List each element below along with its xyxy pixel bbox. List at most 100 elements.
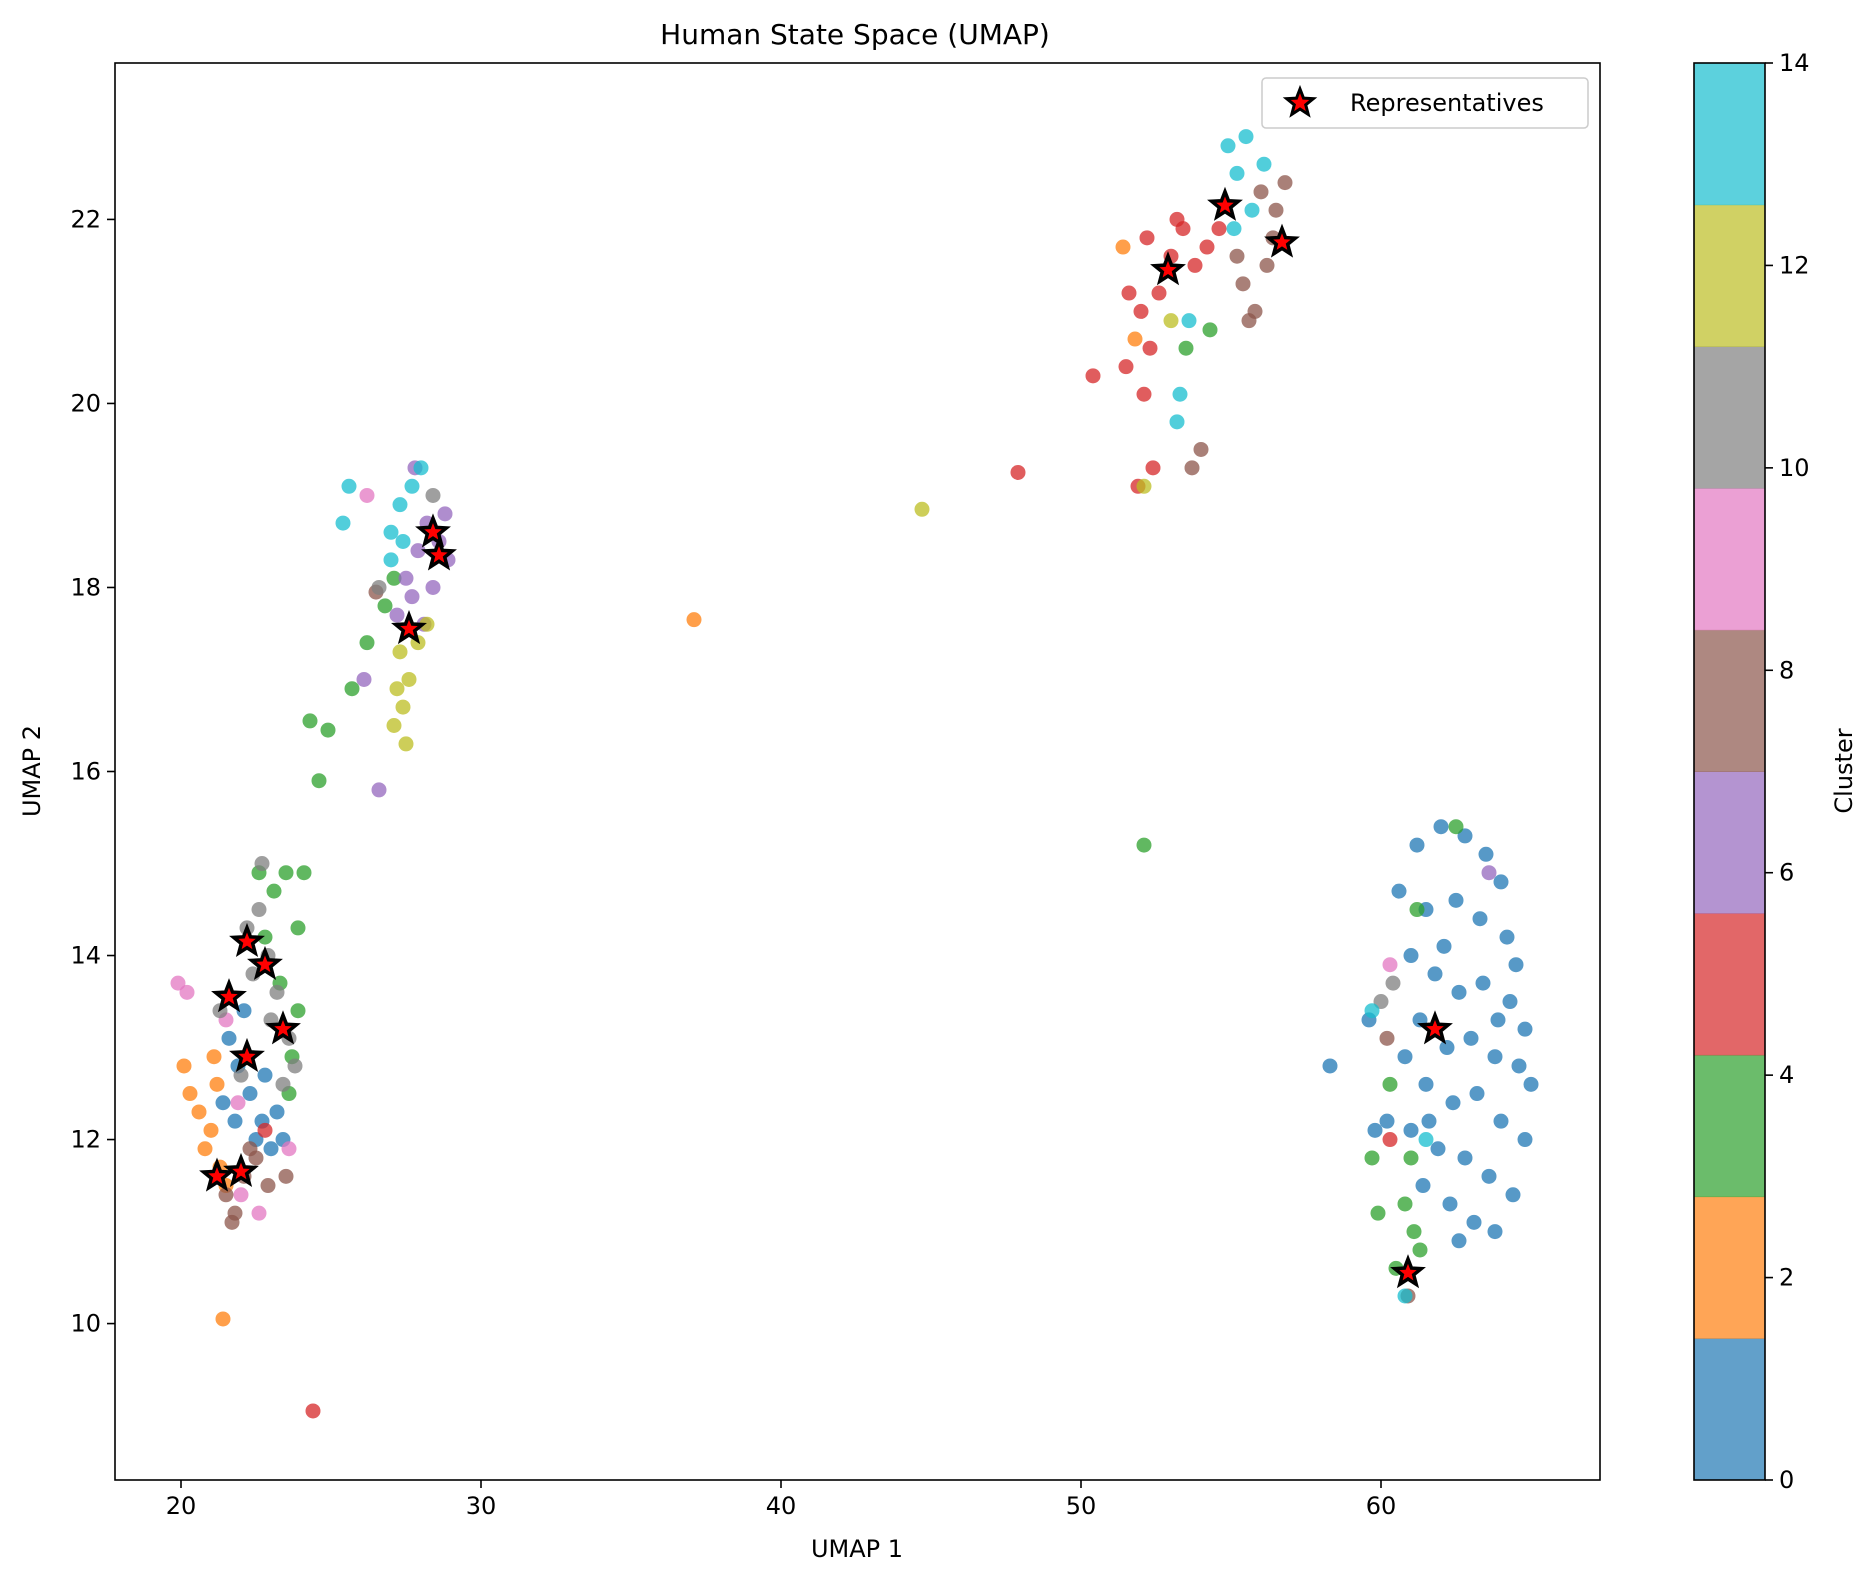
x-axis-ticks: 20 30 40 50 60 xyxy=(166,1480,1396,1520)
y-tick-label: 16 xyxy=(70,758,101,786)
point-cluster-8 xyxy=(359,487,375,503)
point-cluster-0 xyxy=(1421,1113,1437,1129)
point-cluster-11 xyxy=(1226,221,1242,237)
point-cluster-8 xyxy=(251,1205,267,1221)
point-cluster-0 xyxy=(1409,837,1425,853)
point-cluster-0 xyxy=(1511,1058,1527,1074)
point-cluster-0 xyxy=(1505,1187,1521,1203)
point-cluster-2 xyxy=(176,1058,192,1074)
point-cluster-0 xyxy=(1457,828,1473,844)
point-cluster-0 xyxy=(1451,1233,1467,1249)
point-cluster-11 xyxy=(1181,313,1197,329)
point-cluster-4 xyxy=(1409,902,1425,918)
y-tick-label: 14 xyxy=(70,942,101,970)
point-cluster-4 xyxy=(320,722,336,738)
point-cluster-0 xyxy=(1439,1040,1455,1056)
point-cluster-11 xyxy=(383,552,399,568)
point-cluster-0 xyxy=(1487,1049,1503,1065)
colorbar-tick-label: 4 xyxy=(1779,1061,1794,1089)
point-cluster-5 xyxy=(1085,368,1101,384)
y-axis-ticks: 10 12 14 16 18 20 22 xyxy=(70,205,115,1338)
point-cluster-10 xyxy=(392,644,408,660)
point-cluster-4 xyxy=(290,1003,306,1019)
point-cluster-0 xyxy=(1415,1178,1431,1194)
point-cluster-9 xyxy=(425,487,441,503)
representative-star xyxy=(1264,223,1300,258)
point-cluster-4 xyxy=(386,570,402,586)
point-cluster-0 xyxy=(1427,966,1443,982)
y-tick-label: 20 xyxy=(70,389,101,417)
point-cluster-7 xyxy=(1184,460,1200,476)
point-cluster-0 xyxy=(1445,1095,1461,1111)
point-cluster-0 xyxy=(1463,1030,1479,1046)
point-cluster-0 xyxy=(1481,1168,1497,1184)
point-cluster-7 xyxy=(1277,175,1293,191)
point-cluster-5 xyxy=(1133,303,1149,319)
representative-star xyxy=(229,922,265,957)
y-axis-label: UMAP 2 xyxy=(18,725,46,817)
point-cluster-1 xyxy=(269,1104,285,1120)
point-cluster-10 xyxy=(419,616,435,632)
point-cluster-11 xyxy=(1238,129,1254,145)
point-cluster-11 xyxy=(1397,1288,1413,1304)
point-cluster-0 xyxy=(1322,1058,1338,1074)
point-cluster-7 xyxy=(1229,248,1245,264)
point-cluster-5 xyxy=(1211,221,1227,237)
colorbar-bands xyxy=(1694,63,1765,1481)
point-cluster-9 xyxy=(1373,994,1389,1010)
point-cluster-5 xyxy=(1199,239,1215,255)
point-cluster-2 xyxy=(182,1086,198,1102)
point-cluster-4 xyxy=(1406,1224,1422,1240)
point-cluster-6 xyxy=(1481,865,1497,881)
point-cluster-1 xyxy=(227,1113,243,1129)
point-cluster-4 xyxy=(1412,1242,1428,1258)
point-cluster-11 xyxy=(1229,165,1245,181)
point-cluster-11 xyxy=(383,524,399,540)
representative-markers xyxy=(199,186,1453,1289)
colorbar-frame xyxy=(1693,62,1766,1481)
point-cluster-5 xyxy=(1136,386,1152,402)
y-tick-label: 22 xyxy=(70,205,101,233)
point-cluster-0 xyxy=(1502,994,1518,1010)
point-cluster-5 xyxy=(1139,230,1155,246)
point-cluster-4 xyxy=(1178,340,1194,356)
representative-star xyxy=(199,1157,235,1192)
point-cluster-0 xyxy=(1466,1214,1482,1230)
point-cluster-6 xyxy=(389,607,405,623)
point-cluster-5 xyxy=(1382,1132,1398,1148)
point-cluster-11 xyxy=(335,515,351,531)
point-cluster-6 xyxy=(410,543,426,559)
colorbar-tick-label: 12 xyxy=(1779,251,1810,279)
point-cluster-11 xyxy=(1418,1132,1434,1148)
point-cluster-0 xyxy=(1472,911,1488,927)
plot-area: 20 30 40 50 60 10 12 14 16 18 20 22 xyxy=(70,62,1601,1520)
point-cluster-4 xyxy=(296,865,312,881)
y-tick-label: 12 xyxy=(70,1126,101,1154)
point-cluster-11 xyxy=(1172,386,1188,402)
point-cluster-11 xyxy=(413,460,429,476)
colorbar: 0 2 4 6 8 10 12 14 Cluster xyxy=(1693,49,1858,1494)
point-cluster-9 xyxy=(371,579,387,595)
point-cluster-0 xyxy=(1487,1224,1503,1240)
colorbar-tick-label: 0 xyxy=(1779,1466,1794,1494)
point-cluster-4 xyxy=(359,635,375,651)
point-cluster-4 xyxy=(1397,1196,1413,1212)
point-cluster-0 xyxy=(1517,1132,1533,1148)
point-cluster-8 xyxy=(233,1187,249,1203)
point-cluster-4 xyxy=(278,865,294,881)
point-cluster-7 xyxy=(1235,276,1251,292)
point-cluster-5 xyxy=(1118,359,1134,375)
point-cluster-4 xyxy=(257,929,273,945)
point-cluster-9 xyxy=(269,984,285,1000)
point-cluster-0 xyxy=(1451,984,1467,1000)
point-cluster-5 xyxy=(305,1403,321,1419)
point-cluster-2 xyxy=(686,612,702,628)
point-cluster-0 xyxy=(1367,1122,1383,1138)
colorbar-band xyxy=(1694,1054,1765,1198)
point-cluster-1 xyxy=(263,1141,279,1157)
colorbar-tick-label: 2 xyxy=(1779,1264,1794,1292)
point-cluster-10 xyxy=(1163,313,1179,329)
point-cluster-0 xyxy=(1418,1076,1434,1092)
point-cluster-0 xyxy=(1391,883,1407,899)
colorbar-label: Cluster xyxy=(1830,728,1858,813)
